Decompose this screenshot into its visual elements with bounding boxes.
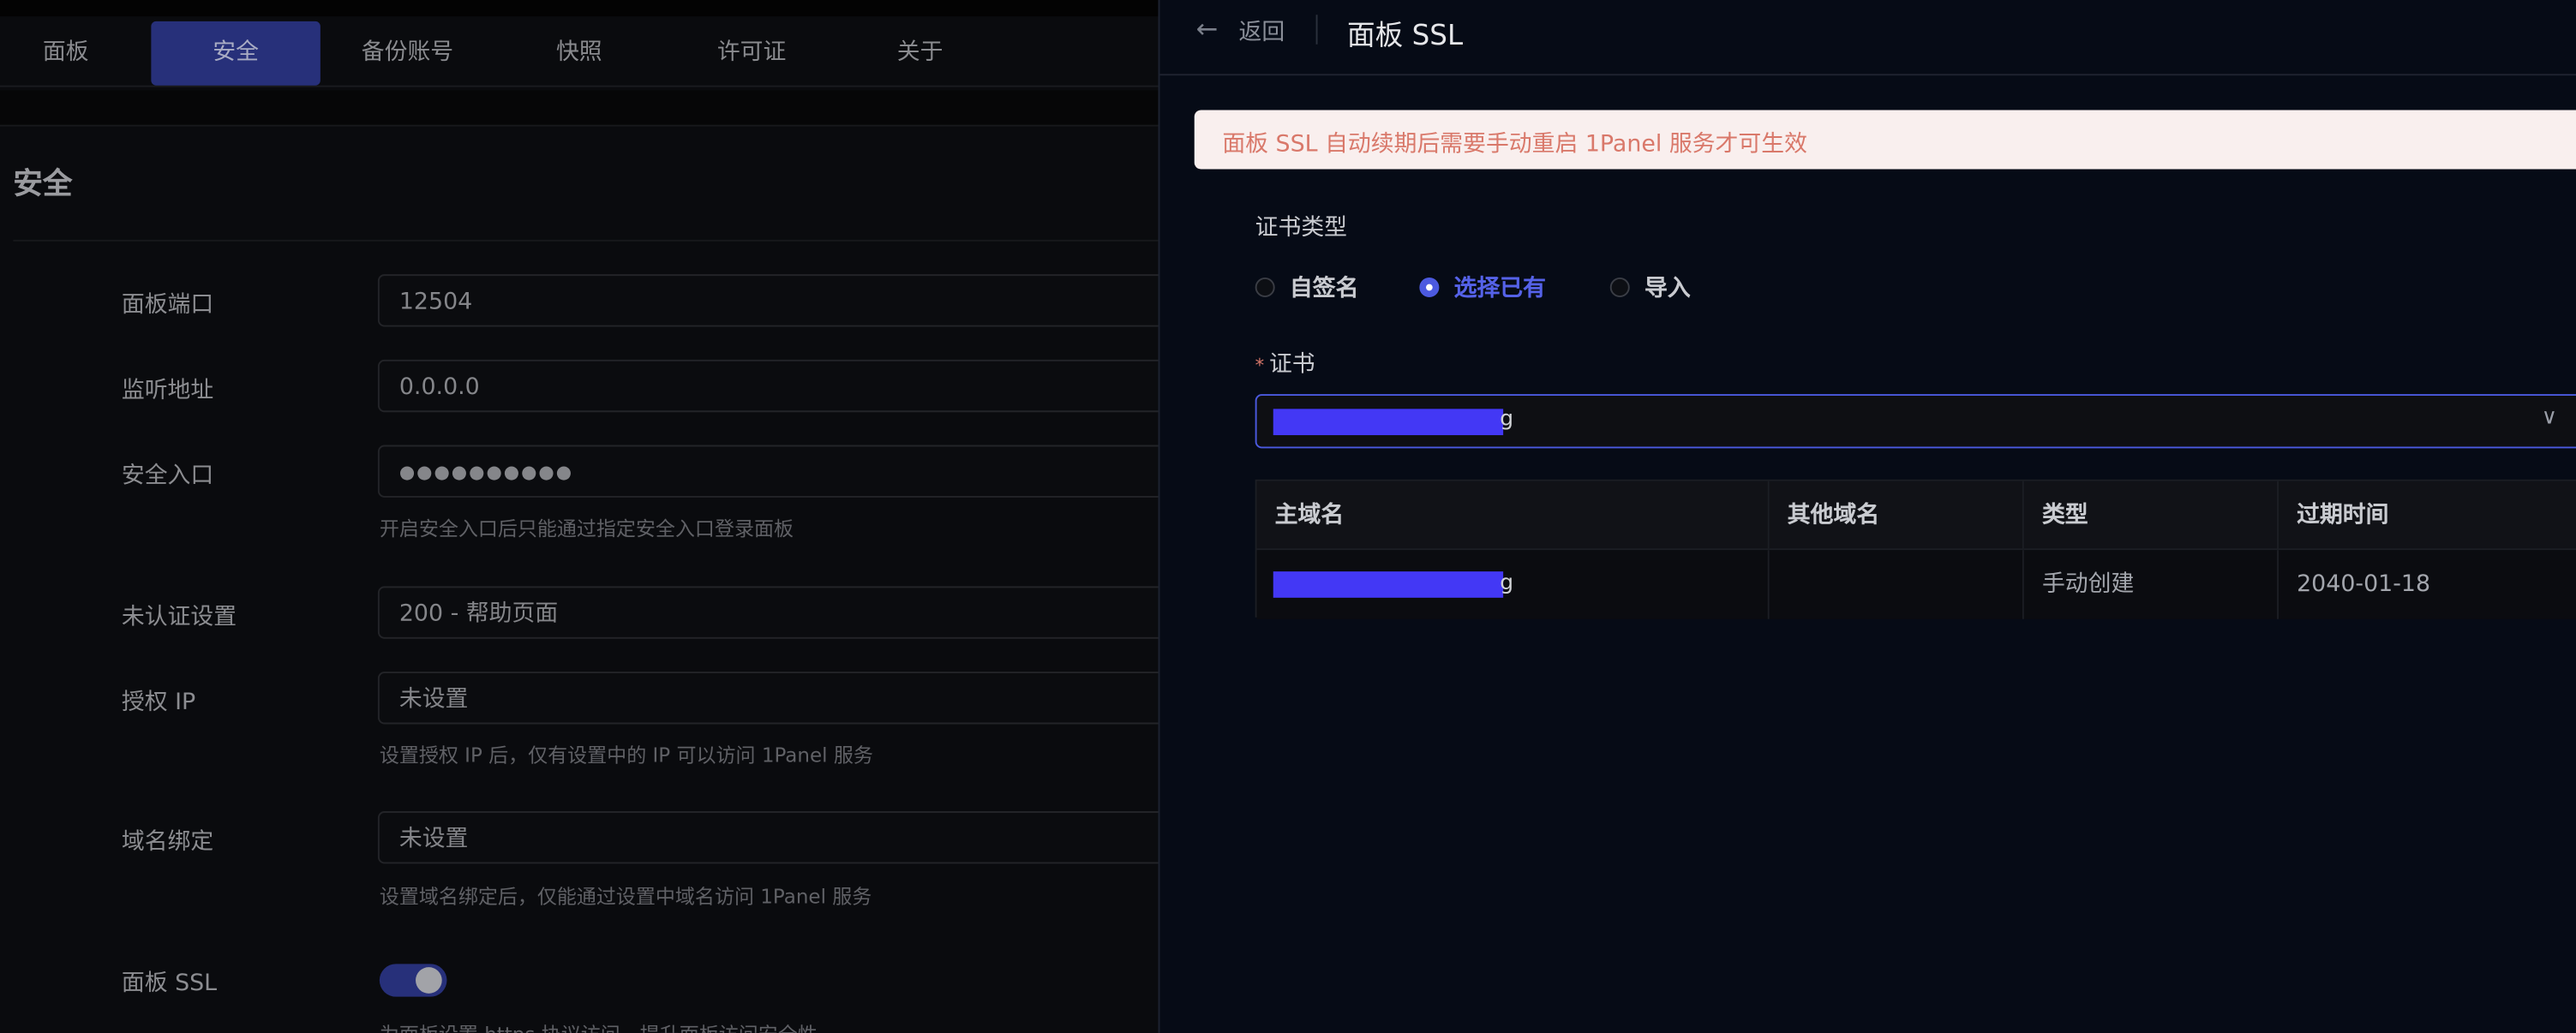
chevron-down-icon: ∨ — [2541, 405, 2557, 431]
cell-other-domains — [1769, 550, 2024, 619]
cert-type-label: 证书类型 — [1255, 215, 1348, 242]
header-expires: 过期时间 — [2279, 481, 2576, 551]
cert-select[interactable]: g ∨ — [1255, 394, 2576, 449]
cert-value-suffix: g — [1500, 407, 1514, 433]
domain-binding-input[interactable]: 未设置 — [377, 811, 1159, 864]
tab-snapshots[interactable]: 快照 — [555, 39, 602, 66]
settings-page: 面板 安全 备份账号 快照 许可证 关于 安全 面板端口 12504 监听地址 … — [0, 0, 1159, 1033]
panel-port-input[interactable]: 12504 — [377, 274, 1159, 327]
radio-self-signed[interactable]: 自签名 — [1255, 271, 1359, 303]
cert-table: 主域名 其他域名 类型 过期时间 g 手动创建 2040-01-18 — [1255, 479, 2576, 619]
toggle-knob — [416, 967, 442, 994]
divider — [13, 239, 1159, 242]
cell-type: 手动创建 — [2023, 550, 2279, 619]
radio-circle-checked — [1419, 277, 1440, 297]
radio-label: 导入 — [1644, 276, 1691, 302]
header-type: 类型 — [2023, 481, 2279, 551]
section-title: 安全 — [13, 167, 73, 202]
header-main-domain: 主域名 — [1256, 481, 1770, 551]
radio-label: 自签名 — [1289, 276, 1359, 302]
tab-license[interactable]: 许可证 — [716, 39, 787, 66]
radio-select-existing[interactable]: 选择已有 — [1419, 271, 1546, 303]
radio-circle — [1255, 277, 1275, 297]
allowed-ip-label: 授权 IP — [121, 690, 196, 716]
unauth-setting-label: 未认证设置 — [121, 604, 237, 631]
listen-address-label: 监听地址 — [121, 377, 214, 404]
alert-text: 面板 SSL 自动续期后需要手动重启 1Panel 服务才可生效 — [1222, 131, 1807, 158]
tab-security[interactable]: 安全 — [151, 21, 321, 86]
panel-ssl-toggle[interactable] — [379, 964, 447, 997]
cell-main-domain: g — [1256, 550, 1770, 619]
header-divider — [1315, 15, 1318, 45]
cert-label-text: 证书 — [1268, 351, 1315, 378]
radio-label: 选择已有 — [1453, 276, 1546, 302]
header-line — [1159, 74, 2576, 76]
tab-panel[interactable]: 面板 — [42, 39, 89, 66]
allowed-ip-help: 设置授权 IP 后，仅有设置中的 IP 可以访问 1Panel 服务 — [379, 743, 873, 767]
spacer — [0, 90, 1159, 127]
tab-about[interactable]: 关于 — [896, 39, 944, 66]
drawer-title: 面板 SSL — [1347, 20, 1464, 53]
cert-label: * 证书 — [1255, 347, 1315, 379]
back-arrow-icon[interactable]: ← — [1195, 13, 1219, 45]
back-button[interactable]: 返回 — [1238, 20, 1285, 46]
radio-import[interactable]: 导入 — [1609, 271, 1691, 303]
settings-tabs: 面板 安全 备份账号 快照 许可证 关于 — [0, 16, 1159, 87]
tab-backup-accounts[interactable]: 备份账号 — [361, 39, 454, 66]
warning-alert: 面板 SSL 自动续期后需要手动重启 1Panel 服务才可生效 — [1194, 110, 2576, 170]
main-domain-suffix: g — [1500, 571, 1514, 596]
listen-address-input[interactable]: 0.0.0.0 — [377, 359, 1159, 413]
cell-expires: 2040-01-18 — [2279, 550, 2576, 619]
security-entrance-input[interactable]: ●●●●●●●●●● — [377, 445, 1159, 498]
security-entrance-label: 安全入口 — [121, 463, 214, 490]
panel-port-label: 面板端口 — [121, 292, 214, 319]
radio-circle — [1609, 277, 1630, 297]
domain-binding-help: 设置域名绑定后，仅能通过设置中域名访问 1Panel 服务 — [379, 885, 872, 909]
panel-ssl-help: 为面板设置 https 协议访问，提升面板访问安全性 — [380, 1020, 818, 1033]
allowed-ip-input[interactable]: 未设置 — [377, 672, 1159, 725]
unauth-setting-input[interactable]: 200 - 帮助页面 — [377, 586, 1159, 639]
domain-binding-label: 域名绑定 — [121, 829, 214, 856]
required-mark: * — [1255, 355, 1265, 377]
redaction-box — [1273, 409, 1504, 436]
security-entrance-help: 开启安全入口后只能通过指定安全入口登录面板 — [379, 516, 794, 540]
top-strip — [0, 0, 1159, 17]
header-other-domains: 其他域名 — [1769, 481, 2024, 551]
panel-ssl-label: 面板 SSL — [121, 970, 218, 997]
redaction-box — [1273, 571, 1504, 598]
ssl-drawer: ← 返回 面板 SSL 面板 SSL 自动续期后需要手动重启 1Panel 服务… — [1158, 0, 2576, 1033]
